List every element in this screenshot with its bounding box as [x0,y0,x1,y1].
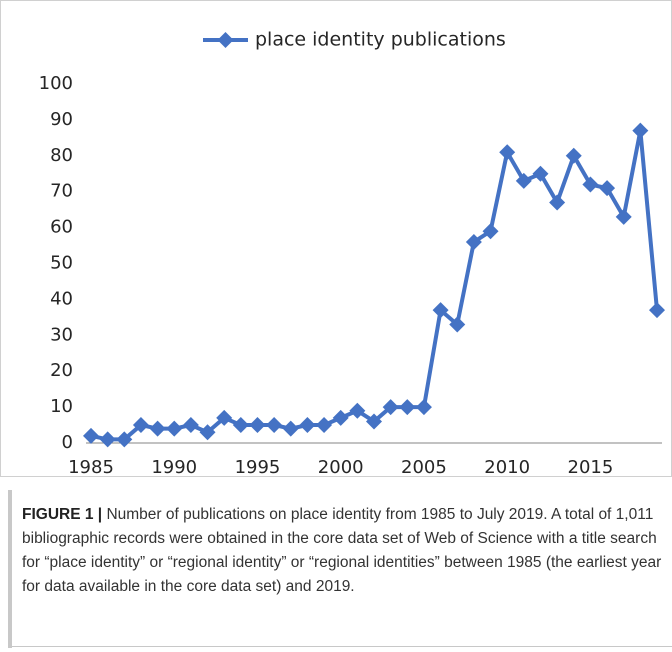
data-point [449,316,466,333]
data-point [599,180,616,197]
caption-bar [8,490,12,648]
data-point [299,417,316,434]
y-tick-label: 0 [62,432,73,453]
x-tick-label: 2015 [568,457,614,478]
chart: place identity publications 0 10 20 30 40 50 6… [0,0,672,478]
y-tick-label: 50 [50,253,73,274]
x-tick-label: 2010 [484,457,530,478]
y-tick-label: 30 [50,324,73,345]
data-point [532,165,549,182]
data-point [132,417,149,434]
caption-rule [8,646,672,647]
data-point [249,417,266,434]
data-point [632,122,649,139]
data-point [182,417,199,434]
data-point [282,420,299,437]
data-point [615,208,632,225]
data-point [432,302,449,319]
data-point [99,431,116,448]
data-point [465,233,482,250]
x-tick-label: 1995 [235,457,281,478]
data-point [399,399,416,416]
data-point [582,176,599,193]
y-tick-label: 60 [50,217,73,238]
x-tick-label: 2000 [318,457,364,478]
caption-label: FIGURE 1 | [22,506,103,523]
data-point [216,409,233,426]
y-tick-label: 90 [50,109,73,130]
data-point [232,417,249,434]
data-point [499,144,516,161]
y-tick-label: 40 [50,288,73,309]
data-point [549,194,566,211]
y-tick-label: 20 [50,360,73,381]
y-tick-label: 10 [50,396,73,417]
y-tick-label: 100 [39,73,73,94]
data-point [199,424,216,441]
data-point [266,417,283,434]
data-point [316,417,333,434]
data-point [349,402,366,419]
x-tick-label: 1990 [151,457,197,478]
data-point [83,427,99,444]
data-point [149,420,166,437]
data-point [649,302,665,319]
caption: FIGURE 1 | Number of publications on pla… [22,503,662,599]
data-point [116,431,133,448]
caption-text: Number of publications on place identity… [22,506,662,595]
legend-marker [217,32,234,48]
y-tick-label: 70 [50,181,73,202]
legend-label: place identity publications [255,29,506,51]
data-point [565,147,582,164]
data-point [382,399,399,416]
data-point [515,172,532,189]
y-tick-label: 80 [50,145,73,166]
data-point [415,399,432,416]
data-point [482,223,499,240]
data-point [332,409,349,426]
data-point [166,420,183,437]
x-tick-label: 2005 [401,457,447,478]
x-tick-label: 1985 [68,457,114,478]
data-point [366,413,382,430]
chart-frame [0,0,672,477]
